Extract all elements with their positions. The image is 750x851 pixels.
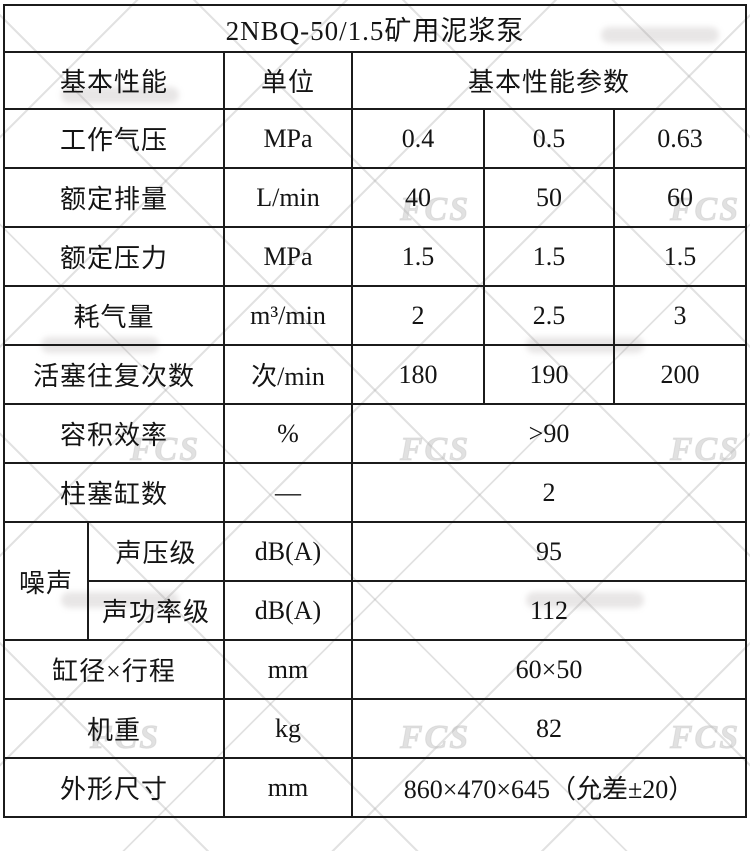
row-label: 容积效率 <box>3 403 225 464</box>
value-cell: 0.63 <box>613 108 747 169</box>
col-header-property: 基本性能 <box>3 51 225 110</box>
table-row: 容积效率 % >90 <box>3 403 747 464</box>
value-cell: 50 <box>483 167 615 228</box>
value-cell-merged: >90 <box>351 403 747 464</box>
table-row: 柱塞缸数 — 2 <box>3 462 747 523</box>
table-row: 额定压力 MPa 1.5 1.5 1.5 <box>3 226 747 287</box>
value-cell: 2.5 <box>483 285 615 346</box>
unit-cell: dB(A) <box>223 521 353 582</box>
row-label: 额定压力 <box>3 226 225 287</box>
value-cell: 60 <box>613 167 747 228</box>
unit-cell: MPa <box>223 108 353 169</box>
row-label: 柱塞缸数 <box>3 462 225 523</box>
unit-cell: L/min <box>223 167 353 228</box>
row-sublabel: 声功率级 <box>87 580 225 641</box>
row-label: 耗气量 <box>3 285 225 346</box>
unit-cell: — <box>223 462 353 523</box>
value-cell-merged: 95 <box>351 521 747 582</box>
value-cell: 40 <box>351 167 485 228</box>
value-cell: 200 <box>613 344 747 405</box>
table-row: 机重 kg 82 <box>3 698 747 759</box>
col-header-unit: 单位 <box>223 51 353 110</box>
table-row: 缸径×行程 mm 60×50 <box>3 639 747 700</box>
value-cell: 2 <box>351 285 485 346</box>
unit-cell: % <box>223 403 353 464</box>
value-cell-merged: 2 <box>351 462 747 523</box>
value-cell: 3 <box>613 285 747 346</box>
value-cell: 1.5 <box>483 226 615 287</box>
value-cell: 0.5 <box>483 108 615 169</box>
table-title: 2NBQ-50/1.5矿用泥浆泵 <box>3 4 747 53</box>
value-cell: 190 <box>483 344 615 405</box>
row-group-label: 噪声 <box>3 521 89 641</box>
row-label: 活塞往复次数 <box>3 344 225 405</box>
col-header-params: 基本性能参数 <box>351 51 747 110</box>
unit-cell: MPa <box>223 226 353 287</box>
row-label: 缸径×行程 <box>3 639 225 700</box>
table-row: 活塞往复次数 次/min 180 190 200 <box>3 344 747 405</box>
row-label: 工作气压 <box>3 108 225 169</box>
table-row: 耗气量 m³/min 2 2.5 3 <box>3 285 747 346</box>
spec-table: 2NBQ-50/1.5矿用泥浆泵 基本性能 单位 基本性能参数 工作气压 MPa… <box>3 4 747 818</box>
row-sublabel: 声压级 <box>87 521 225 582</box>
table-row: 噪声 声压级 dB(A) 95 <box>3 521 747 641</box>
table-row: 声功率级 dB(A) 112 <box>4 580 747 641</box>
row-label: 额定排量 <box>3 167 225 228</box>
table-row: 外形尺寸 mm 860×470×645（允差±20） <box>3 757 747 818</box>
row-label: 外形尺寸 <box>3 757 225 818</box>
row-label: 机重 <box>3 698 225 759</box>
value-cell: 0.4 <box>351 108 485 169</box>
value-cell-merged: 860×470×645（允差±20） <box>351 757 747 818</box>
unit-cell: m³/min <box>223 285 353 346</box>
value-cell-merged: 60×50 <box>351 639 747 700</box>
unit-cell: mm <box>223 639 353 700</box>
value-cell-merged: 82 <box>351 698 747 759</box>
unit-cell: 次/min <box>223 344 353 405</box>
unit-cell: dB(A) <box>223 580 353 641</box>
table-row: 额定排量 L/min 40 50 60 <box>3 167 747 228</box>
unit-cell: mm <box>223 757 353 818</box>
unit-cell: kg <box>223 698 353 759</box>
value-cell: 180 <box>351 344 485 405</box>
value-cell-merged: 112 <box>351 580 747 641</box>
value-cell: 1.5 <box>613 226 747 287</box>
value-cell: 1.5 <box>351 226 485 287</box>
table-row: 工作气压 MPa 0.4 0.5 0.63 <box>3 108 747 169</box>
